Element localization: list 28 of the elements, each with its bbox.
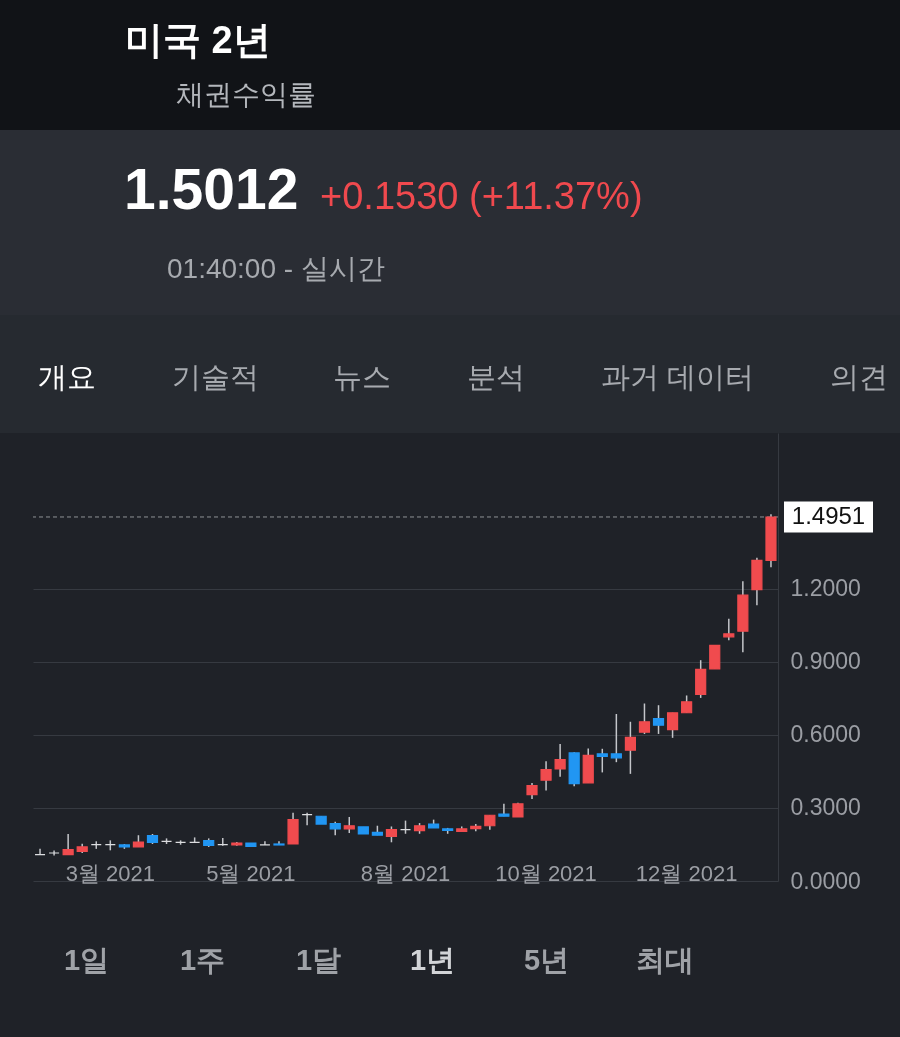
x-tick-label: 12월 2021: [635, 860, 738, 886]
text: 과거 데이터: [601, 361, 755, 393]
text: 1년: [410, 944, 456, 976]
chart-title: 미국 2년: [125, 19, 271, 61]
y-tick-label: 0.6000: [790, 721, 861, 748]
text: +0.1530 (+11.37%): [320, 175, 643, 217]
text: 1.5012: [124, 157, 299, 221]
x-tick-label: 8월 2021: [360, 860, 451, 886]
x-tick-label: 3월 2021: [65, 860, 155, 886]
x-tick-label: 10월 2021: [495, 860, 597, 886]
y-tick-label: 0.9000: [790, 648, 861, 675]
text: 최대: [636, 944, 694, 976]
text: 의견: [830, 361, 888, 393]
text: 1달: [296, 944, 342, 976]
x-tick-label: 5월 2021: [206, 860, 296, 886]
y-tick-label: 0.0000: [790, 867, 861, 894]
text: 1일: [64, 944, 110, 976]
y-tick-label: 0.3000: [790, 794, 861, 821]
text: 1주: [180, 944, 226, 976]
text: 개요: [38, 361, 96, 393]
y-tick-label: 1.2000: [790, 575, 861, 602]
text: 01:40:00 - 실시간: [167, 253, 385, 284]
text: 기술적: [172, 361, 259, 393]
text: 뉴스: [333, 361, 391, 393]
text: 분석: [467, 361, 525, 393]
ref-line-label: 1.4951: [791, 501, 866, 529]
chart-subtitle: 채권수익률: [176, 79, 316, 110]
text: 5년: [524, 944, 570, 976]
